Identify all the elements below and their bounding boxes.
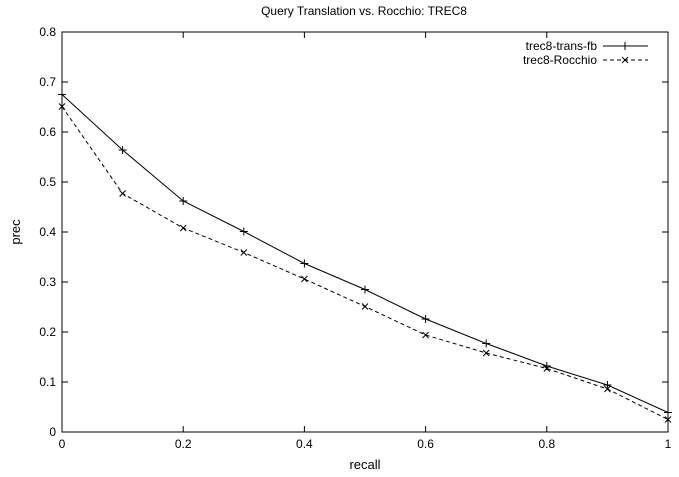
axis-ticks: [61, 31, 669, 433]
legend-marker-trec8-rocchio: [621, 56, 629, 64]
data-point-trec8-trans-fb: [300, 259, 309, 268]
data-point-trec8-rocchio: [301, 275, 308, 283]
data-point-trec8-trans-fb: [664, 408, 672, 417]
legend: trec8-trans-fb trec8-Rocchio: [523, 39, 648, 67]
data-point-trec8-trans-fb: [361, 285, 369, 294]
data-point-trec8-trans-fb: [239, 227, 248, 236]
legend-marker-trec8-trans-fb: [621, 42, 629, 50]
data-point-trec8-rocchio: [361, 303, 369, 310]
data-point-trec8-trans-fb: [603, 381, 612, 389]
x-tick-label: 0: [59, 437, 66, 451]
x-tick-label: 0.2: [175, 437, 192, 451]
y-tick-label: 0.3: [39, 275, 56, 289]
series-trec8-rocchio: [58, 103, 672, 423]
plot-frame: [61, 31, 669, 433]
y-axis-label: prec: [8, 219, 23, 245]
series-line-trec8-trans-fb: [61, 94, 669, 413]
data-point-trec8-rocchio: [604, 385, 611, 393]
x-tick-label: 0.6: [417, 437, 434, 451]
data-point-trec8-trans-fb: [179, 197, 188, 205]
data-point-trec8-trans-fb: [58, 90, 66, 99]
data-point-trec8-rocchio: [664, 416, 672, 423]
x-tick-label: 1: [665, 437, 672, 451]
data-point-trec8-rocchio: [482, 349, 490, 357]
series-trec8-trans-fb: [58, 90, 672, 417]
y-tick-label: 0.7: [39, 75, 56, 89]
series-line-trec8-rocchio: [61, 106, 669, 420]
data-point-trec8-rocchio: [119, 190, 126, 197]
y-tick-label: 0.4: [39, 225, 56, 239]
y-tick-label: 0.2: [39, 325, 56, 339]
x-axis-label: recall: [349, 457, 380, 472]
axis-tick-labels: 0 0.2 0.4 0.6 0.8 1 0 0.1 0.2 0.3 0.4 0.5 0.6 0.7 0.8: [39, 25, 671, 451]
data-point-trec8-rocchio: [422, 331, 429, 339]
data-point-trec8-rocchio: [543, 365, 551, 372]
series-layer: [58, 90, 672, 423]
data-point-trec8-rocchio: [179, 224, 187, 232]
y-tick-label: 0.6: [39, 125, 56, 139]
data-point-trec8-trans-fb: [421, 315, 430, 323]
chart-title: Query Translation vs. Rocchio: TREC8: [261, 4, 467, 18]
y-tick-label: 0: [49, 425, 56, 439]
data-point-trec8-trans-fb: [118, 146, 127, 154]
legend-label-trec8-trans-fb: trec8-trans-fb: [526, 39, 598, 53]
legend-label-trec8-rocchio: trec8-Rocchio: [523, 53, 597, 67]
data-point-trec8-trans-fb: [482, 339, 491, 348]
x-tick-label: 0.8: [538, 437, 555, 451]
y-tick-label: 0.5: [39, 175, 56, 189]
x-tick-label: 0.4: [296, 437, 313, 451]
y-tick-label: 0.8: [39, 25, 56, 39]
y-tick-label: 0.1: [39, 375, 56, 389]
data-point-trec8-rocchio: [240, 249, 248, 256]
data-point-trec8-rocchio: [58, 103, 66, 110]
